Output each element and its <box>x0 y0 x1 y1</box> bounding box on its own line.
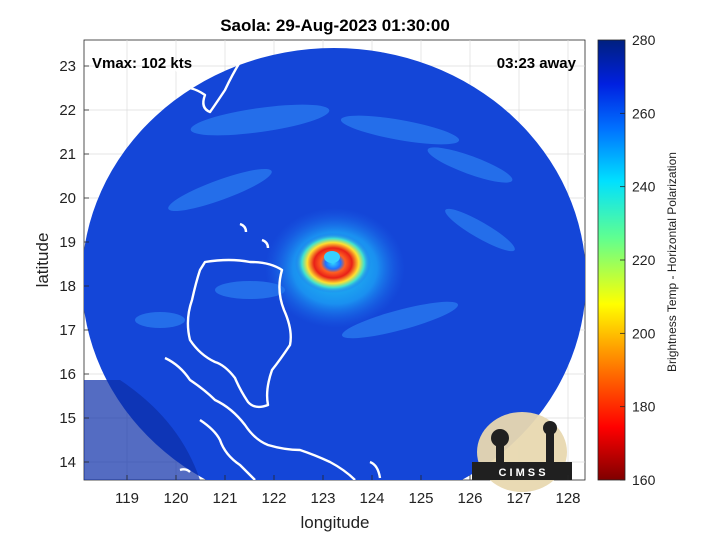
colorbar-ticks: 160 180 200 220 240 260 280 <box>620 32 656 488</box>
y-tick-label: 15 <box>59 410 76 427</box>
colorbar-tick-label: 180 <box>632 399 656 415</box>
x-tick-label: 128 <box>555 490 580 507</box>
y-axis-label: latitude <box>33 233 52 288</box>
x-axis-label: longitude <box>300 513 369 532</box>
y-tick-label: 22 <box>59 102 76 119</box>
y-tick-label: 21 <box>59 146 76 163</box>
coastlines <box>164 61 382 480</box>
x-tick-label: 125 <box>408 490 433 507</box>
vmax-label: Vmax: 102 kts <box>92 55 192 72</box>
time-away-label: 03:23 away <box>497 55 577 72</box>
colorbar-tick-label: 220 <box>632 252 656 268</box>
x-axis-ticks: 119 120 121 122 123 124 125 126 127 128 <box>115 475 581 507</box>
colorbar-tick-label: 240 <box>632 179 656 195</box>
y-tick-label: 14 <box>59 454 76 471</box>
x-tick-label: 121 <box>212 490 237 507</box>
colorbar-tick-label: 160 <box>632 472 656 488</box>
x-tick-label: 123 <box>310 490 335 507</box>
y-tick-label: 19 <box>59 234 76 251</box>
x-tick-label: 124 <box>359 490 384 507</box>
x-tick-label: 119 <box>115 490 139 507</box>
eye <box>324 251 340 263</box>
y-tick-label: 23 <box>59 58 76 75</box>
colorbar-label: Brightness Temp - Horizontal Polarizatio… <box>665 152 679 372</box>
y-tick-label: 18 <box>59 278 76 295</box>
x-tick-label: 127 <box>506 490 531 507</box>
y-tick-label: 20 <box>59 190 76 207</box>
colorbar-tick-label: 200 <box>632 325 656 341</box>
figure-title: Saola: 29-Aug-2023 01:30:00 <box>220 16 450 35</box>
eyewall <box>295 233 371 293</box>
y-axis-ticks: 14 15 16 17 18 19 20 21 22 23 <box>59 58 89 471</box>
logo-text: C I M S S <box>498 467 545 479</box>
y-tick-label: 16 <box>59 366 76 383</box>
cimss-logo: C I M S S <box>472 412 572 492</box>
y-tick-label: 17 <box>59 322 76 339</box>
colorbar-tick-label: 260 <box>632 105 656 121</box>
cold-sea-region <box>84 380 200 480</box>
x-tick-label: 120 <box>163 490 188 507</box>
rainband-texture <box>135 104 515 339</box>
x-tick-label: 122 <box>261 490 286 507</box>
x-tick-label: 126 <box>457 490 482 507</box>
colorbar-tick-label: 280 <box>632 32 656 48</box>
